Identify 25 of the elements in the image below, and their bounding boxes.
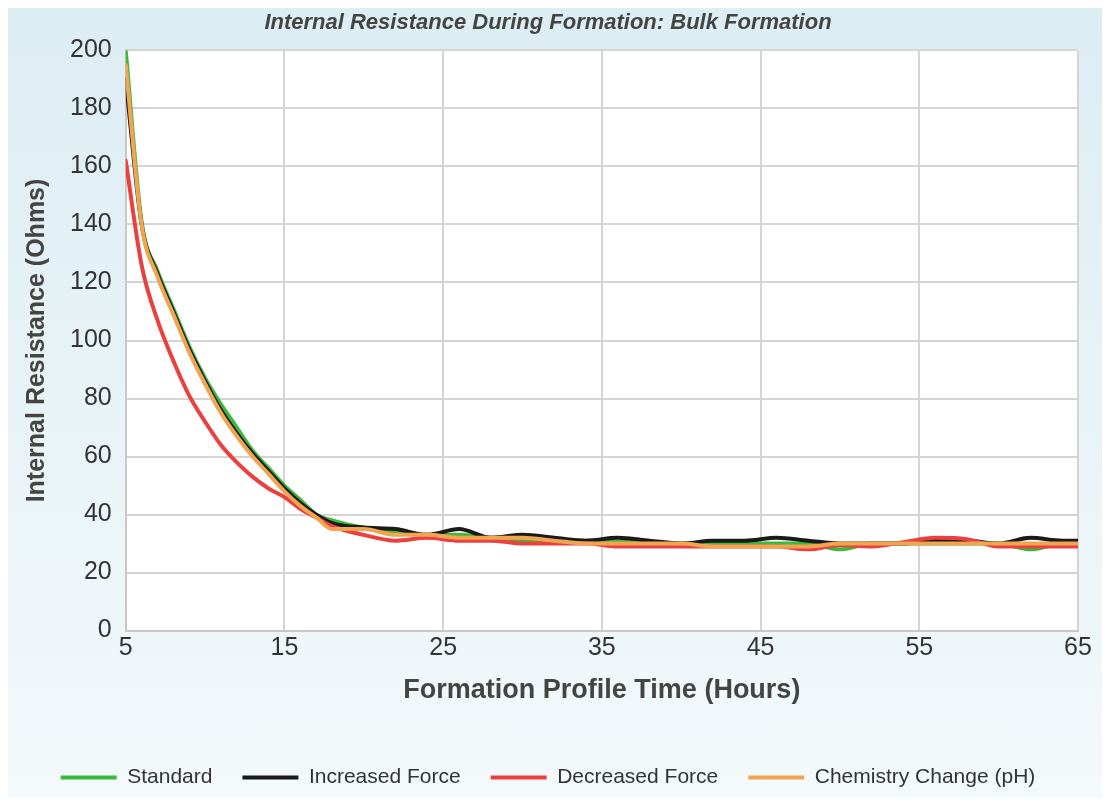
y-tick-label: 60 bbox=[83, 440, 112, 469]
x-axis-title: Formation Profile Time (Hours) bbox=[403, 674, 801, 705]
y-axis-title: Internal Resistance (Ohms) bbox=[20, 178, 49, 503]
legend-label: Chemistry Change (pH) bbox=[814, 764, 1036, 788]
y-tick-label: 200 bbox=[69, 34, 112, 63]
y-tick-label: 160 bbox=[69, 150, 112, 179]
y-tick-label: 80 bbox=[83, 382, 112, 411]
y-tick-label: 100 bbox=[69, 324, 112, 353]
y-tick-label: 20 bbox=[83, 556, 112, 585]
y-tick-label: 0 bbox=[97, 614, 112, 643]
x-tick-label: 55 bbox=[905, 632, 934, 661]
x-tick-label: 35 bbox=[587, 632, 616, 661]
y-tick-label: 40 bbox=[83, 498, 112, 527]
x-tick-label: 15 bbox=[270, 632, 299, 661]
y-tick-label: 180 bbox=[69, 92, 112, 121]
legend-label: Standard bbox=[127, 764, 213, 788]
y-tick-label: 140 bbox=[69, 208, 112, 237]
y-tick-label: 120 bbox=[69, 266, 112, 295]
x-tick-label: 5 bbox=[118, 632, 133, 661]
x-tick-label: 25 bbox=[429, 632, 458, 661]
x-tick-label: 45 bbox=[746, 632, 775, 661]
x-tick-label: 65 bbox=[1064, 632, 1092, 661]
legend-label: Decreased Force bbox=[557, 764, 719, 788]
chart-title: Internal Resistance During Formation: Bulk Formation bbox=[264, 9, 832, 35]
legend-label: Increased Force bbox=[308, 764, 461, 788]
